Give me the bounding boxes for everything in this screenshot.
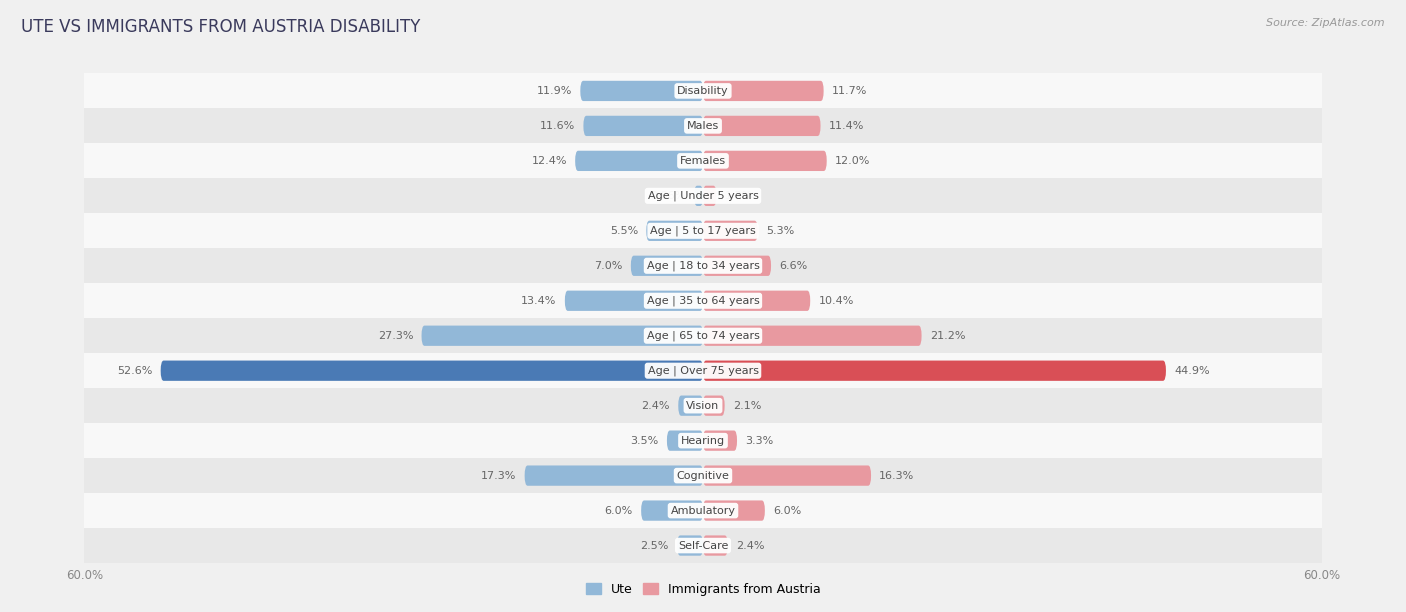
FancyBboxPatch shape (703, 291, 810, 311)
Text: 11.4%: 11.4% (828, 121, 865, 131)
Text: Age | Over 75 years: Age | Over 75 years (648, 365, 758, 376)
Bar (84, 458, 1322, 493)
Bar (84, 73, 1322, 108)
Text: 11.6%: 11.6% (540, 121, 575, 131)
Bar (84, 318, 1322, 353)
Text: 13.4%: 13.4% (522, 296, 557, 306)
FancyBboxPatch shape (703, 116, 821, 136)
FancyBboxPatch shape (524, 466, 703, 486)
Text: Age | 65 to 74 years: Age | 65 to 74 years (647, 330, 759, 341)
FancyBboxPatch shape (581, 81, 703, 101)
FancyBboxPatch shape (575, 151, 703, 171)
Text: 7.0%: 7.0% (595, 261, 623, 271)
Text: Vision: Vision (686, 401, 720, 411)
Text: 27.3%: 27.3% (378, 330, 413, 341)
Text: 0.86%: 0.86% (651, 191, 686, 201)
FancyBboxPatch shape (703, 466, 872, 486)
FancyBboxPatch shape (703, 326, 921, 346)
Bar (84, 178, 1322, 214)
Bar (84, 248, 1322, 283)
FancyBboxPatch shape (703, 501, 765, 521)
Bar (84, 353, 1322, 388)
Text: 21.2%: 21.2% (929, 330, 966, 341)
Text: UTE VS IMMIGRANTS FROM AUSTRIA DISABILITY: UTE VS IMMIGRANTS FROM AUSTRIA DISABILIT… (21, 18, 420, 36)
FancyBboxPatch shape (695, 185, 703, 206)
Text: Cognitive: Cognitive (676, 471, 730, 480)
Text: Age | 35 to 64 years: Age | 35 to 64 years (647, 296, 759, 306)
Text: 1.3%: 1.3% (724, 191, 752, 201)
Bar (84, 143, 1322, 178)
Text: 6.0%: 6.0% (605, 506, 633, 515)
Text: 5.5%: 5.5% (610, 226, 638, 236)
Text: Source: ZipAtlas.com: Source: ZipAtlas.com (1267, 18, 1385, 28)
Text: 3.5%: 3.5% (630, 436, 658, 446)
FancyBboxPatch shape (703, 430, 737, 451)
Text: 44.9%: 44.9% (1174, 366, 1209, 376)
Bar (84, 108, 1322, 143)
FancyBboxPatch shape (703, 221, 758, 241)
Text: Hearing: Hearing (681, 436, 725, 446)
Text: 16.3%: 16.3% (879, 471, 914, 480)
FancyBboxPatch shape (703, 81, 824, 101)
Text: 10.4%: 10.4% (818, 296, 853, 306)
Text: 52.6%: 52.6% (117, 366, 152, 376)
Text: Disability: Disability (678, 86, 728, 96)
FancyBboxPatch shape (583, 116, 703, 136)
Text: 2.4%: 2.4% (641, 401, 671, 411)
Text: Self-Care: Self-Care (678, 540, 728, 551)
FancyBboxPatch shape (678, 536, 703, 556)
Text: 5.3%: 5.3% (766, 226, 794, 236)
Text: Males: Males (688, 121, 718, 131)
Text: 3.3%: 3.3% (745, 436, 773, 446)
FancyBboxPatch shape (631, 256, 703, 276)
FancyBboxPatch shape (666, 430, 703, 451)
Bar (84, 528, 1322, 563)
FancyBboxPatch shape (703, 360, 1166, 381)
FancyBboxPatch shape (703, 256, 770, 276)
Bar (84, 423, 1322, 458)
Text: 2.5%: 2.5% (641, 540, 669, 551)
FancyBboxPatch shape (703, 536, 728, 556)
FancyBboxPatch shape (703, 185, 717, 206)
Text: Ambulatory: Ambulatory (671, 506, 735, 515)
FancyBboxPatch shape (703, 395, 724, 416)
Text: 12.0%: 12.0% (835, 156, 870, 166)
Text: Age | Under 5 years: Age | Under 5 years (648, 190, 758, 201)
Bar (84, 493, 1322, 528)
Bar (84, 283, 1322, 318)
Text: Age | 18 to 34 years: Age | 18 to 34 years (647, 261, 759, 271)
FancyBboxPatch shape (160, 360, 703, 381)
Text: 2.1%: 2.1% (733, 401, 761, 411)
Text: Females: Females (681, 156, 725, 166)
Text: 6.0%: 6.0% (773, 506, 801, 515)
FancyBboxPatch shape (678, 395, 703, 416)
Bar (84, 388, 1322, 423)
Text: 11.7%: 11.7% (832, 86, 868, 96)
FancyBboxPatch shape (703, 151, 827, 171)
Text: 17.3%: 17.3% (481, 471, 516, 480)
Legend: Ute, Immigrants from Austria: Ute, Immigrants from Austria (581, 578, 825, 601)
Text: 12.4%: 12.4% (531, 156, 567, 166)
Text: 11.9%: 11.9% (537, 86, 572, 96)
FancyBboxPatch shape (565, 291, 703, 311)
Text: 2.4%: 2.4% (735, 540, 765, 551)
FancyBboxPatch shape (641, 501, 703, 521)
FancyBboxPatch shape (422, 326, 703, 346)
FancyBboxPatch shape (647, 221, 703, 241)
Text: 6.6%: 6.6% (779, 261, 807, 271)
Text: Age | 5 to 17 years: Age | 5 to 17 years (650, 226, 756, 236)
Bar (84, 214, 1322, 248)
